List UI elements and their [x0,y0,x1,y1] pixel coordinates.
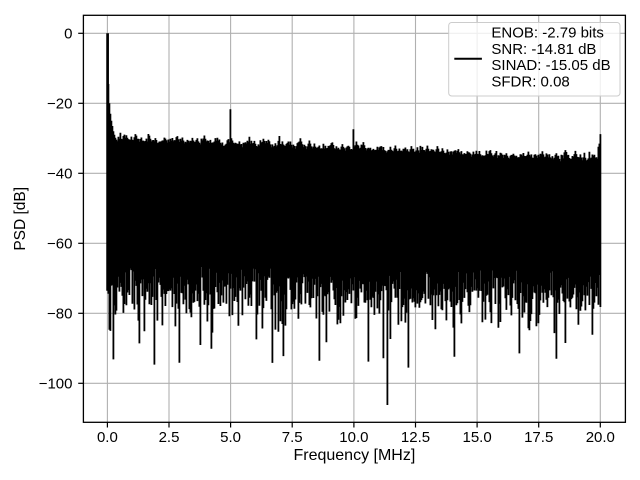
svg-text:SFDR: 0.08: SFDR: 0.08 [491,74,569,91]
svg-text:15.0: 15.0 [462,429,491,446]
svg-text:10.0: 10.0 [339,429,368,446]
svg-text:−100: −100 [39,376,73,393]
svg-text:17.5: 17.5 [524,429,553,446]
svg-text:ENOB: -2.79 bits: ENOB: -2.79 bits [491,25,604,42]
svg-text:−20: −20 [47,96,72,113]
svg-text:−60: −60 [47,236,72,253]
svg-text:0: 0 [64,26,72,43]
svg-text:Frequency [MHz]: Frequency [MHz] [293,447,415,464]
svg-text:7.5: 7.5 [282,429,303,446]
svg-text:SINAD: -15.05 dB: SINAD: -15.05 dB [491,57,610,74]
svg-text:−80: −80 [47,306,72,323]
svg-text:20.0: 20.0 [586,429,615,446]
svg-text:PSD [dB]: PSD [dB] [12,187,29,251]
svg-text:SNR: -14.81 dB: SNR: -14.81 dB [491,41,596,58]
svg-text:0.0: 0.0 [97,429,118,446]
svg-text:5.0: 5.0 [220,429,241,446]
svg-text:2.5: 2.5 [159,429,180,446]
svg-text:12.5: 12.5 [401,429,430,446]
svg-text:−40: −40 [47,166,72,183]
